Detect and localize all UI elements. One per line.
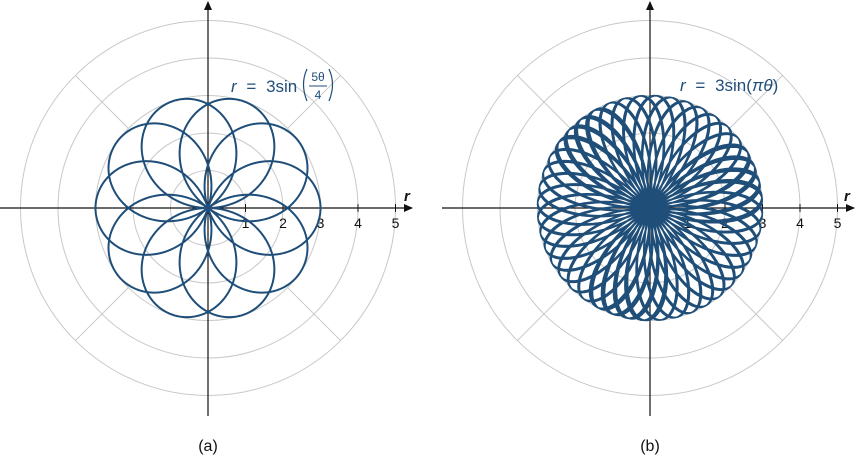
tick-label: 4 (796, 215, 804, 231)
equation-b-equals: = (695, 76, 705, 95)
r-axis-label-b: r (844, 188, 851, 205)
caption-a: (a) (198, 438, 218, 455)
tick-label: 4 (354, 215, 362, 231)
grid-spoke (287, 287, 341, 341)
grid-spoke (517, 75, 571, 129)
grid-spoke (517, 287, 571, 341)
equation-b-arg: πθ (752, 76, 773, 95)
tick-label: 2 (279, 215, 287, 231)
grid-spoke (729, 287, 783, 341)
equation-b-lhs: r (680, 76, 687, 95)
grid-spoke (75, 287, 129, 341)
equation-a-fraction: 5θ 4 (302, 68, 334, 102)
panel-a: 1 2 3 4 5 r r = 3sin 5θ 4 (a) (0, 1, 413, 455)
equation-b-func: 3sin (715, 76, 746, 95)
tick-label: 3 (317, 215, 325, 231)
equation-a-numerator: 5θ (311, 70, 325, 84)
r-axis-label-a: r (404, 188, 411, 205)
tick-label: 5 (834, 215, 842, 231)
equation-a-equals: = (246, 77, 256, 96)
tick-label: 1 (242, 215, 250, 231)
grid-spoke (75, 75, 129, 129)
equation-a-denominator: 4 (315, 88, 322, 102)
rose-curve-a (94, 97, 322, 319)
spiral-curve-b (536, 94, 764, 322)
tick-label: 3 (759, 215, 767, 231)
equation-a: r = 3sin (231, 77, 297, 96)
tick-label: 5 (392, 215, 400, 231)
equation-b-paren-open: ( (746, 76, 752, 95)
equation-b-paren-close: ) (773, 76, 779, 95)
caption-b: (b) (640, 438, 660, 455)
r-tick-labels-a: 1 2 3 4 5 (242, 204, 400, 231)
equation-a-lhs: r (231, 77, 238, 96)
grid-spoke (287, 75, 341, 129)
grid-spoke (729, 75, 783, 129)
equation-b: r = 3sin(πθ) (680, 76, 778, 95)
equation-a-func: 3sin (266, 77, 297, 96)
